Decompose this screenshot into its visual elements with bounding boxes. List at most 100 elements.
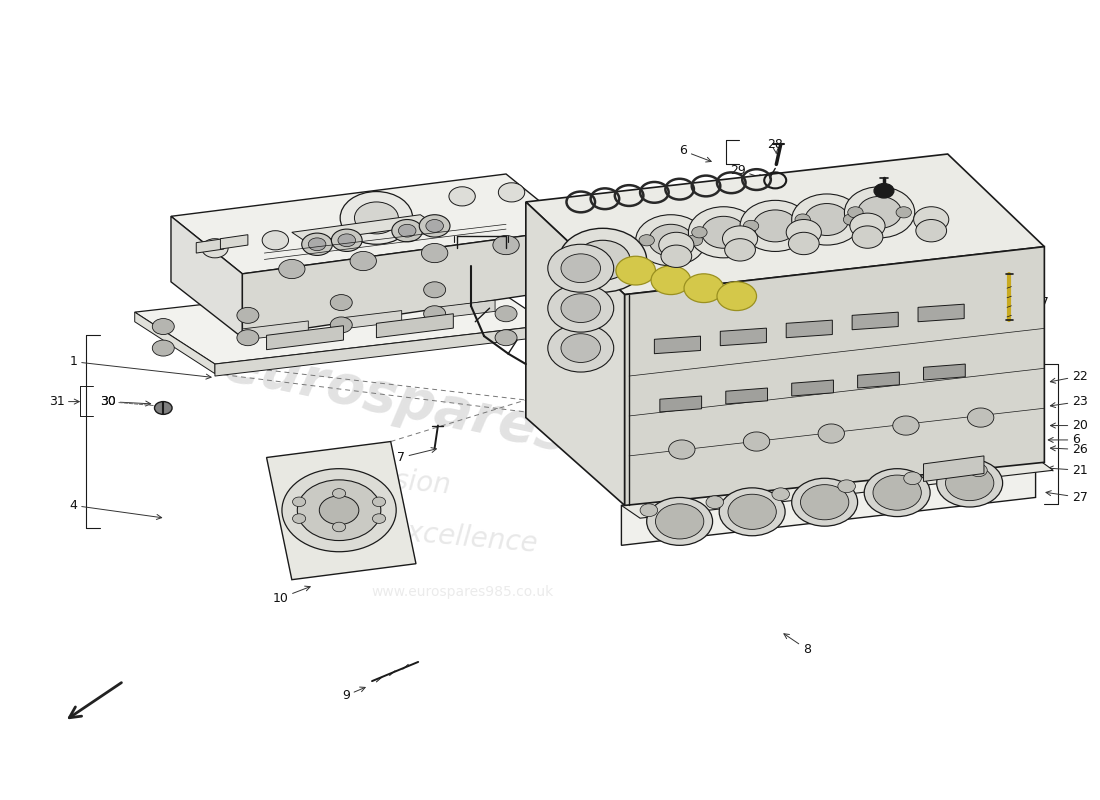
Polygon shape — [170, 174, 574, 274]
Circle shape — [548, 244, 614, 292]
Circle shape — [154, 402, 172, 414]
Circle shape — [706, 496, 724, 509]
Circle shape — [278, 259, 305, 278]
Circle shape — [874, 183, 894, 198]
Circle shape — [723, 226, 758, 251]
Circle shape — [495, 306, 517, 322]
Polygon shape — [924, 456, 984, 482]
Circle shape — [792, 478, 858, 526]
Circle shape — [792, 194, 862, 245]
Circle shape — [914, 206, 949, 232]
Text: 7: 7 — [397, 447, 437, 464]
Circle shape — [656, 504, 704, 539]
Text: eurospares: eurospares — [219, 337, 573, 463]
Circle shape — [201, 238, 228, 258]
Circle shape — [893, 416, 920, 435]
Circle shape — [754, 210, 798, 242]
Circle shape — [669, 440, 695, 459]
Circle shape — [689, 206, 759, 258]
Circle shape — [795, 214, 811, 225]
Polygon shape — [429, 300, 495, 319]
Circle shape — [844, 214, 859, 225]
Circle shape — [354, 202, 398, 234]
Circle shape — [850, 213, 886, 238]
Circle shape — [740, 226, 756, 238]
Polygon shape — [625, 246, 1044, 506]
Circle shape — [373, 514, 386, 523]
Circle shape — [659, 232, 694, 258]
Circle shape — [236, 307, 258, 323]
Circle shape — [946, 466, 993, 501]
Text: 6: 6 — [1048, 434, 1080, 446]
Polygon shape — [266, 442, 416, 580]
Polygon shape — [170, 216, 242, 338]
Circle shape — [636, 214, 706, 266]
Circle shape — [651, 266, 691, 294]
Circle shape — [340, 191, 412, 244]
Polygon shape — [376, 314, 453, 338]
Text: 1: 1 — [69, 355, 211, 379]
Polygon shape — [660, 396, 702, 412]
Circle shape — [725, 238, 756, 261]
Circle shape — [561, 254, 601, 282]
Circle shape — [548, 284, 614, 332]
Text: 28: 28 — [768, 138, 783, 154]
Circle shape — [575, 240, 630, 280]
Circle shape — [330, 317, 352, 333]
Circle shape — [350, 251, 376, 270]
Polygon shape — [134, 274, 550, 364]
Circle shape — [293, 514, 306, 523]
Circle shape — [904, 472, 922, 485]
Text: 26: 26 — [1050, 443, 1088, 456]
Circle shape — [805, 203, 849, 235]
Polygon shape — [526, 202, 625, 506]
Polygon shape — [134, 312, 214, 374]
Circle shape — [717, 282, 757, 310]
Circle shape — [968, 408, 993, 427]
Circle shape — [792, 220, 807, 231]
Text: for excellence: for excellence — [341, 514, 539, 558]
Circle shape — [373, 497, 386, 506]
Circle shape — [424, 282, 446, 298]
Circle shape — [692, 226, 707, 238]
Text: a passion: a passion — [318, 460, 452, 499]
Circle shape — [616, 256, 656, 285]
Text: 4: 4 — [69, 499, 162, 519]
Circle shape — [398, 224, 416, 237]
Polygon shape — [242, 321, 308, 340]
Polygon shape — [220, 234, 248, 249]
Circle shape — [301, 233, 332, 255]
Circle shape — [152, 318, 174, 334]
Circle shape — [293, 497, 306, 506]
Circle shape — [493, 235, 519, 254]
Circle shape — [740, 200, 811, 251]
Circle shape — [548, 324, 614, 372]
Circle shape — [282, 469, 396, 552]
Circle shape — [330, 294, 352, 310]
Circle shape — [772, 488, 790, 501]
Circle shape — [873, 475, 922, 510]
Polygon shape — [720, 328, 767, 346]
Circle shape — [421, 243, 448, 262]
Polygon shape — [924, 364, 966, 380]
Text: 25: 25 — [436, 234, 468, 247]
Circle shape — [297, 480, 381, 541]
Polygon shape — [792, 380, 834, 396]
Circle shape — [858, 196, 902, 228]
Polygon shape — [621, 458, 1053, 518]
Circle shape — [319, 496, 359, 525]
Circle shape — [392, 219, 422, 242]
Circle shape — [419, 214, 450, 237]
Circle shape — [498, 182, 525, 202]
Circle shape — [236, 330, 258, 346]
Polygon shape — [918, 304, 965, 322]
Text: 29: 29 — [729, 163, 763, 179]
Text: 27: 27 — [1046, 490, 1088, 504]
Circle shape — [865, 469, 931, 517]
Polygon shape — [214, 325, 550, 376]
Circle shape — [559, 228, 647, 292]
Text: 10: 10 — [273, 586, 310, 605]
Text: www.eurospares985.co.uk: www.eurospares985.co.uk — [371, 585, 553, 598]
Circle shape — [561, 294, 601, 322]
Circle shape — [684, 274, 724, 302]
